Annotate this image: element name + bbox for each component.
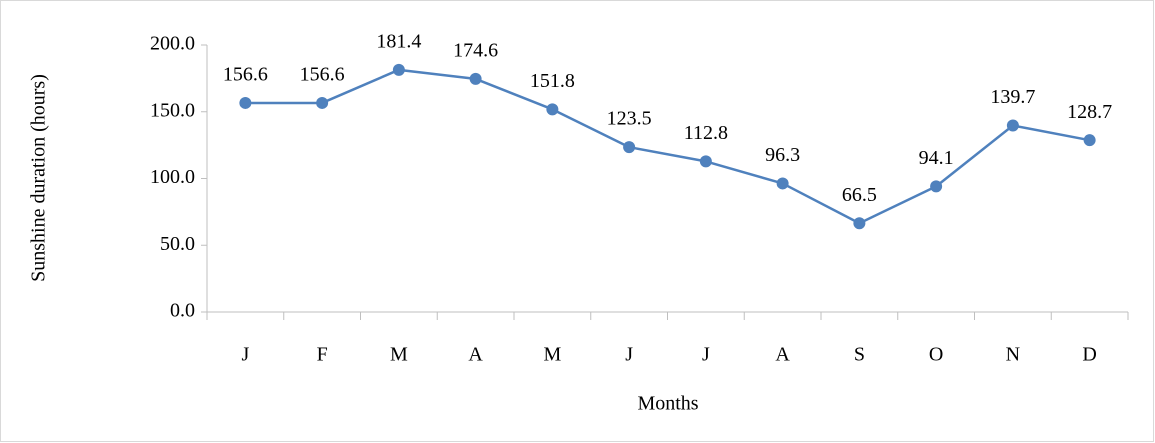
- x-tick-label: S: [854, 344, 865, 366]
- marker: [392, 63, 405, 76]
- y-axis-title: Sunshine duration (hours): [28, 74, 50, 282]
- x-tick-label: D: [1082, 344, 1096, 366]
- x-tick-label: A: [468, 344, 483, 366]
- data-label: 94.1: [919, 147, 954, 169]
- data-label: 156.6: [223, 64, 268, 86]
- marker: [1083, 134, 1096, 147]
- marker: [699, 155, 712, 168]
- y-tick-label: 0.0: [170, 300, 195, 322]
- marker: [853, 217, 866, 230]
- data-label: 139.7: [990, 86, 1035, 108]
- x-tick-label: J: [625, 344, 633, 366]
- y-tick-label: 50.0: [160, 233, 195, 255]
- x-tick-label: M: [543, 344, 561, 366]
- x-tick-label: M: [390, 344, 408, 366]
- data-label: 112.8: [684, 122, 728, 144]
- y-tick-label: 200.0: [150, 33, 195, 55]
- marker: [930, 180, 943, 193]
- data-label: 128.7: [1067, 101, 1112, 123]
- marker: [1006, 119, 1019, 132]
- x-tick-label: J: [702, 344, 710, 366]
- data-label: 66.5: [842, 184, 877, 206]
- data-label: 123.5: [607, 108, 652, 130]
- data-label: 96.3: [765, 144, 800, 166]
- data-label: 174.6: [453, 40, 498, 62]
- data-label: 151.8: [530, 70, 575, 92]
- marker: [469, 72, 482, 85]
- line: [245, 68, 1090, 225]
- y-tick-label: 100.0: [150, 166, 195, 188]
- marker: [239, 96, 252, 109]
- x-tick-label: J: [241, 344, 249, 366]
- x-tick-label: F: [317, 344, 328, 366]
- x-tick-label: A: [775, 344, 790, 366]
- data-label: 181.4: [376, 30, 421, 52]
- x-axis-title: Months: [637, 393, 698, 415]
- x-tick-label: N: [1006, 344, 1020, 366]
- data-label: 156.6: [300, 64, 345, 86]
- y-tick-label: 150.0: [150, 99, 195, 121]
- x-tick-label: O: [929, 344, 943, 366]
- marker: [623, 141, 636, 154]
- marker: [316, 96, 329, 109]
- marker: [546, 103, 559, 116]
- marker: [776, 177, 789, 190]
